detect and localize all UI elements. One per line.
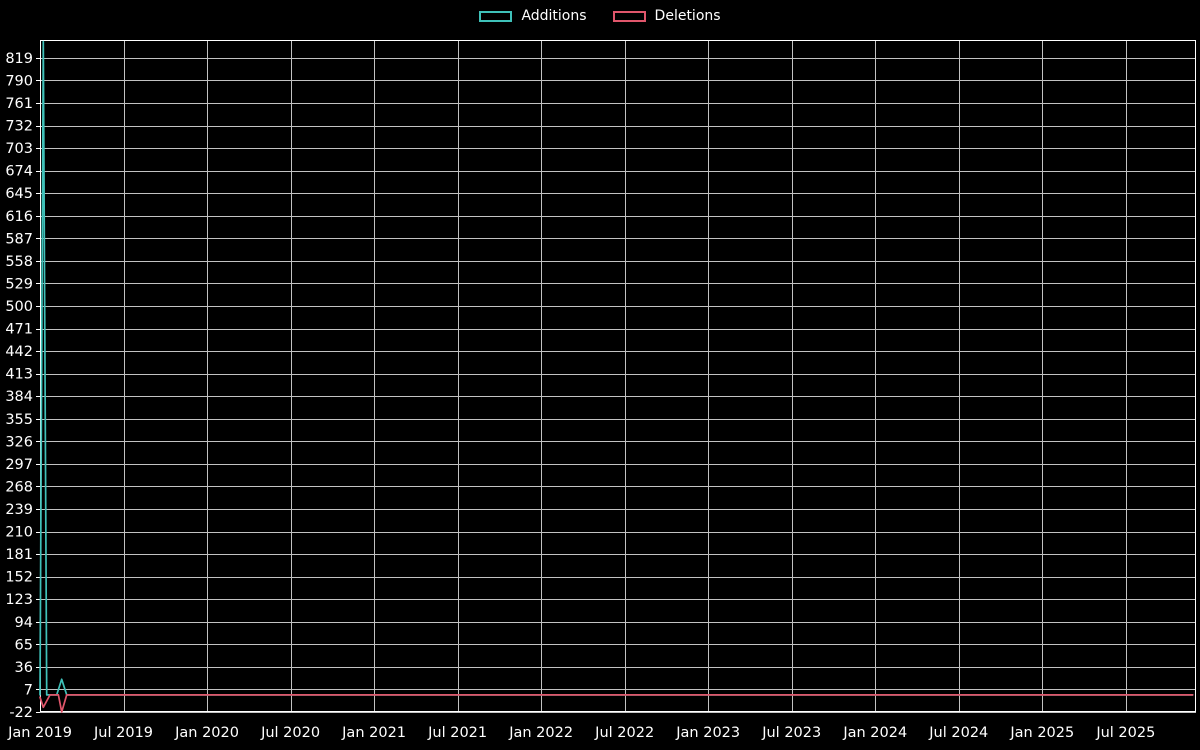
svg-text:Jul 2024: Jul 2024 — [928, 725, 988, 741]
svg-text:413: 413 — [5, 367, 33, 383]
svg-text:Jul 2020: Jul 2020 — [260, 725, 320, 741]
svg-text:790: 790 — [5, 73, 33, 89]
svg-text:587: 587 — [5, 231, 33, 247]
svg-text:123: 123 — [5, 592, 33, 608]
svg-text:Jan 2020: Jan 2020 — [174, 725, 239, 741]
svg-text:471: 471 — [5, 322, 33, 338]
legend-item-additions[interactable]: Additions — [479, 8, 587, 24]
svg-text:7: 7 — [24, 682, 33, 698]
svg-text:210: 210 — [5, 525, 33, 541]
svg-text:Jan 2021: Jan 2021 — [341, 725, 406, 741]
svg-text:761: 761 — [5, 96, 33, 112]
svg-text:Jan 2019: Jan 2019 — [7, 725, 72, 741]
svg-text:442: 442 — [5, 344, 33, 360]
svg-text:Jul 2023: Jul 2023 — [761, 725, 821, 741]
legend-item-deletions[interactable]: Deletions — [612, 8, 721, 24]
svg-text:65: 65 — [15, 637, 33, 653]
svg-text:Jul 2021: Jul 2021 — [427, 725, 487, 741]
svg-text:Jan 2024: Jan 2024 — [842, 725, 907, 741]
svg-text:703: 703 — [5, 141, 33, 157]
svg-text:Jan 2022: Jan 2022 — [508, 725, 573, 741]
svg-text:181: 181 — [5, 547, 33, 563]
svg-text:355: 355 — [5, 412, 33, 428]
svg-text:Jan 2023: Jan 2023 — [675, 725, 740, 741]
svg-text:Jul 2025: Jul 2025 — [1095, 725, 1155, 741]
svg-text:Jul 2019: Jul 2019 — [93, 725, 153, 741]
svg-text:Jul 2022: Jul 2022 — [594, 725, 654, 741]
svg-text:36: 36 — [15, 660, 33, 676]
svg-text:616: 616 — [5, 209, 33, 225]
svg-text:384: 384 — [5, 389, 33, 405]
svg-text:Jan 2025: Jan 2025 — [1009, 725, 1074, 741]
deletions-swatch-icon — [612, 10, 646, 22]
svg-text:-22: -22 — [9, 705, 33, 721]
additions-swatch-icon — [479, 10, 513, 22]
svg-text:239: 239 — [5, 502, 33, 518]
svg-text:500: 500 — [5, 299, 33, 315]
svg-text:297: 297 — [5, 457, 33, 473]
chart-legend: Additions Deletions — [0, 9, 1200, 23]
svg-text:326: 326 — [5, 434, 33, 450]
legend-label-deletions: Deletions — [654, 8, 721, 24]
svg-text:645: 645 — [5, 186, 33, 202]
svg-text:529: 529 — [5, 276, 33, 292]
svg-text:819: 819 — [5, 51, 33, 67]
svg-text:674: 674 — [5, 164, 33, 180]
svg-text:558: 558 — [5, 254, 33, 270]
legend-label-additions: Additions — [521, 8, 587, 24]
svg-text:152: 152 — [5, 570, 33, 586]
svg-text:94: 94 — [15, 615, 33, 631]
svg-text:268: 268 — [5, 479, 33, 495]
svg-text:732: 732 — [5, 119, 33, 135]
